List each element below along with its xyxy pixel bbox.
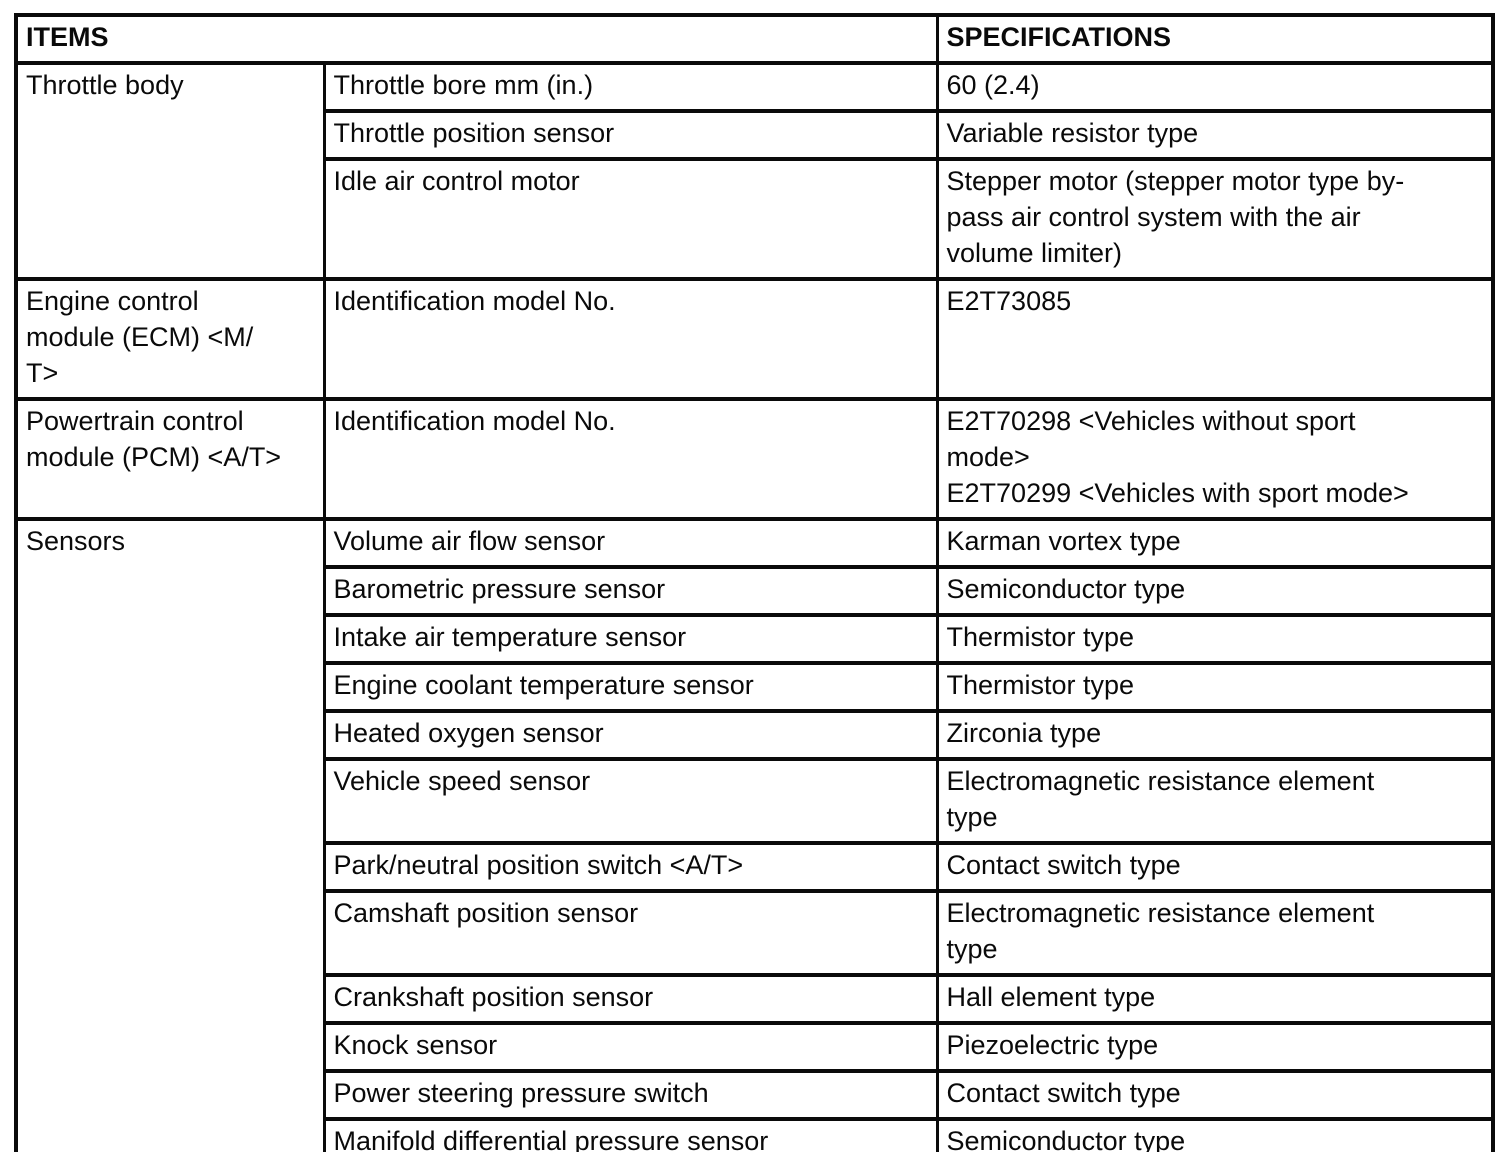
sub-item-cell: Manifold differential pressure sensor <box>322 1117 939 1152</box>
sub-item-cell: Power steering pressure switch <box>322 1069 939 1121</box>
sub-item-cell: Volume air flow sensor <box>322 517 939 569</box>
header-row: ITEMS SPECIFICATIONS <box>14 13 1495 65</box>
item-group-cell: Throttle body <box>14 61 326 281</box>
sub-item-cell: Throttle bore mm (in.) <box>322 61 939 113</box>
table-row: Intake air temperature sensor Thermistor … <box>16 613 1495 665</box>
sub-item-cell: Idle air control motor <box>322 157 939 281</box>
table-row: Sensors Volume air flow sensor Karman vort… <box>14 517 1495 1152</box>
sub-item-cell: Vehicle speed sensor <box>322 757 939 845</box>
specifications-column-header: SPECIFICATIONS <box>935 13 1495 65</box>
sub-item-cell: Barometric pressure sensor <box>322 565 939 617</box>
table-row: Park/neutral position switch <A/T> Contac… <box>16 841 1495 893</box>
table-row: Power steering pressure switch Contact sw… <box>16 1069 1495 1121</box>
specification-cell: Piezoelectric type <box>935 1021 1495 1073</box>
specification-cell: 60 (2.4) <box>935 61 1495 113</box>
specification-cell: Thermistor type <box>935 661 1495 713</box>
table-row: Idle air control motor Stepper motor (ste… <box>16 157 1495 281</box>
specification-cell: E2T73085 <box>935 277 1495 401</box>
specification-cell: Zirconia type <box>935 709 1495 761</box>
specification-cell: Contact switch type <box>935 1069 1495 1121</box>
table-row: Throttle position sensor Variable resisto… <box>16 109 1495 161</box>
specification-cell: Electromagnetic resistance element type <box>935 757 1495 845</box>
table-row: Barometric pressure sensor Semiconductor … <box>16 565 1495 617</box>
items-column-header: ITEMS <box>14 13 939 65</box>
specification-cell: E2T70298 <Vehicles without sport mode> E… <box>935 397 1495 521</box>
sub-item-cell: Identification model No. <box>322 397 939 521</box>
table-row: Throttle body Throttle bore mm (in.) 60 (2… <box>14 61 1495 281</box>
table-row: Camshaft position sensor Electromagnetic … <box>16 889 1495 977</box>
sub-item-cell: Heated oxygen sensor <box>322 709 939 761</box>
specification-cell: Electromagnetic resistance element type <box>935 889 1495 977</box>
specification-cell: Thermistor type <box>935 613 1495 665</box>
item-group-cell: Powertrain control module (PCM) <A/T> <box>14 397 326 521</box>
sub-item-cell: Throttle position sensor <box>322 109 939 161</box>
table-row: Vehicle speed sensor Electromagnetic resi… <box>16 757 1495 845</box>
sub-item-cell: Crankshaft position sensor <box>322 973 939 1025</box>
specification-cell: Stepper motor (stepper motor type by- pa… <box>935 157 1495 281</box>
table-row: Powertrain control module (PCM) <A/T> Ide… <box>14 397 1495 521</box>
specification-cell: Semiconductor type <box>935 565 1495 617</box>
table-row: Crankshaft position sensor Hall element t… <box>16 973 1495 1025</box>
table-row: Knock sensor Piezoelectric type <box>16 1021 1495 1073</box>
table-row: Manifold differential pressure sensor Sem… <box>16 1117 1495 1152</box>
table-row: Engine control module (ECM) <M/ T> Identi… <box>14 277 1495 401</box>
sub-item-cell: Engine coolant temperature sensor <box>322 661 939 713</box>
table-body: Throttle body Throttle bore mm (in.) 60 (2… <box>14 61 1495 1152</box>
sub-item-cell: Identification model No. <box>322 277 939 401</box>
specification-cell: Contact switch type <box>935 841 1495 893</box>
specification-cell: Variable resistor type <box>935 109 1495 161</box>
item-group-cell: Engine control module (ECM) <M/ T> <box>14 277 326 401</box>
specification-cell: Hall element type <box>935 973 1495 1025</box>
sub-item-cell: Park/neutral position switch <A/T> <box>322 841 939 893</box>
table-row: Heated oxygen sensor Zirconia type <box>16 709 1495 761</box>
specification-cell: Karman vortex type <box>935 517 1495 569</box>
specification-cell: Semiconductor type <box>935 1117 1495 1152</box>
sub-item-cell: Knock sensor <box>322 1021 939 1073</box>
sub-item-cell: Camshaft position sensor <box>322 889 939 977</box>
item-group-cell: Sensors <box>14 517 326 1152</box>
table-row: Engine coolant temperature sensor Thermis… <box>16 661 1495 713</box>
sub-item-cell: Intake air temperature sensor <box>322 613 939 665</box>
specifications-table: ITEMS SPECIFICATIONS Throttle body Thrott… <box>14 13 1496 1152</box>
